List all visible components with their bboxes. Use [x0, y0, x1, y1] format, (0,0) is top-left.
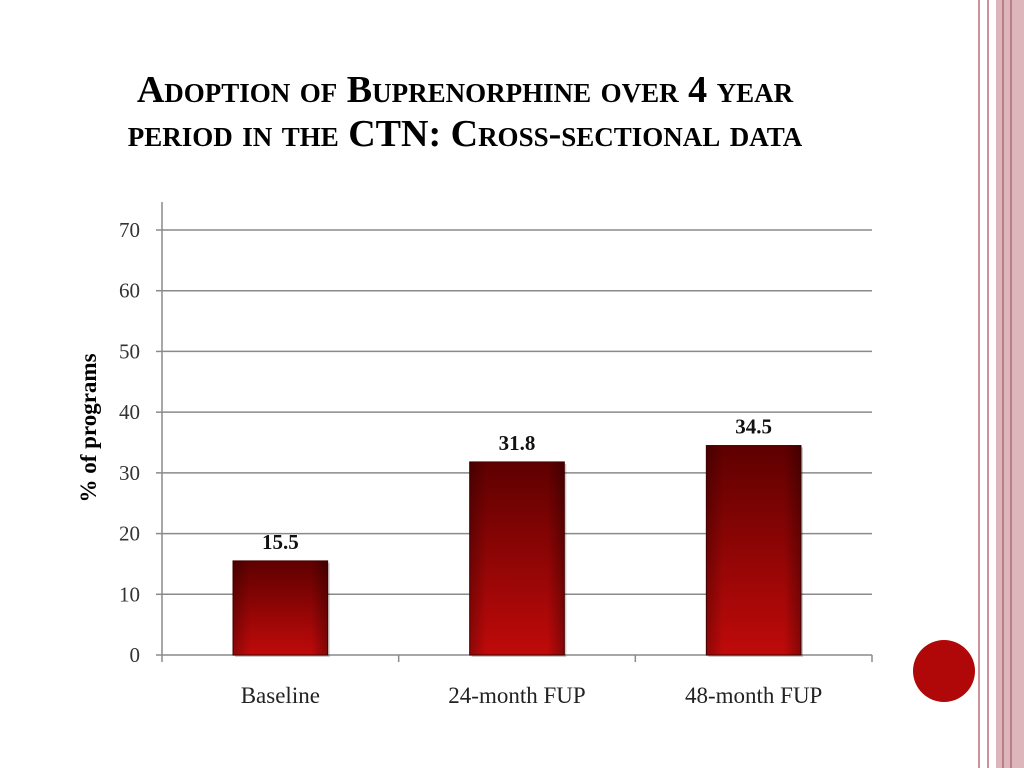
bars	[232, 445, 803, 657]
border-stripe	[978, 0, 980, 768]
data-label: 31.8	[499, 431, 536, 455]
y-tick-label: 10	[119, 582, 140, 606]
accent-dot	[913, 640, 975, 702]
y-tick-label: 50	[119, 339, 140, 363]
slide-title: Adoption of Buprenorphine over 4 year pe…	[40, 68, 890, 156]
border-stripe	[1002, 0, 1004, 768]
y-tick-label: 60	[119, 279, 140, 303]
x-category-label: 24-month FUP	[448, 683, 585, 708]
labels: 0 10 20 30 40 50 60 70 15.5 Baseline 31.8 24-month …	[119, 218, 822, 708]
bar-bevel	[469, 461, 565, 655]
title-line-1: Adoption of Buprenorphine over 4 year	[136, 69, 794, 111]
border-stripe	[1010, 0, 1012, 768]
x-category-label: 48-month FUP	[685, 683, 822, 708]
data-label: 15.5	[262, 530, 299, 554]
y-tick-label: 40	[119, 400, 140, 424]
y-tick-label: 0	[130, 643, 141, 667]
x-category-label: Baseline	[241, 683, 320, 708]
bar-bevel	[233, 560, 328, 655]
y-axis-title: % of programs	[76, 353, 101, 502]
y-tick-label: 30	[119, 461, 140, 485]
y-tick-label: 20	[119, 522, 140, 546]
border-stripe	[987, 0, 989, 768]
data-label: 34.5	[735, 415, 772, 439]
bar-bevel	[706, 445, 801, 655]
y-tick-label: 70	[119, 218, 140, 242]
title-line-2: period in the CTN: Cross-sectional data	[127, 113, 803, 155]
